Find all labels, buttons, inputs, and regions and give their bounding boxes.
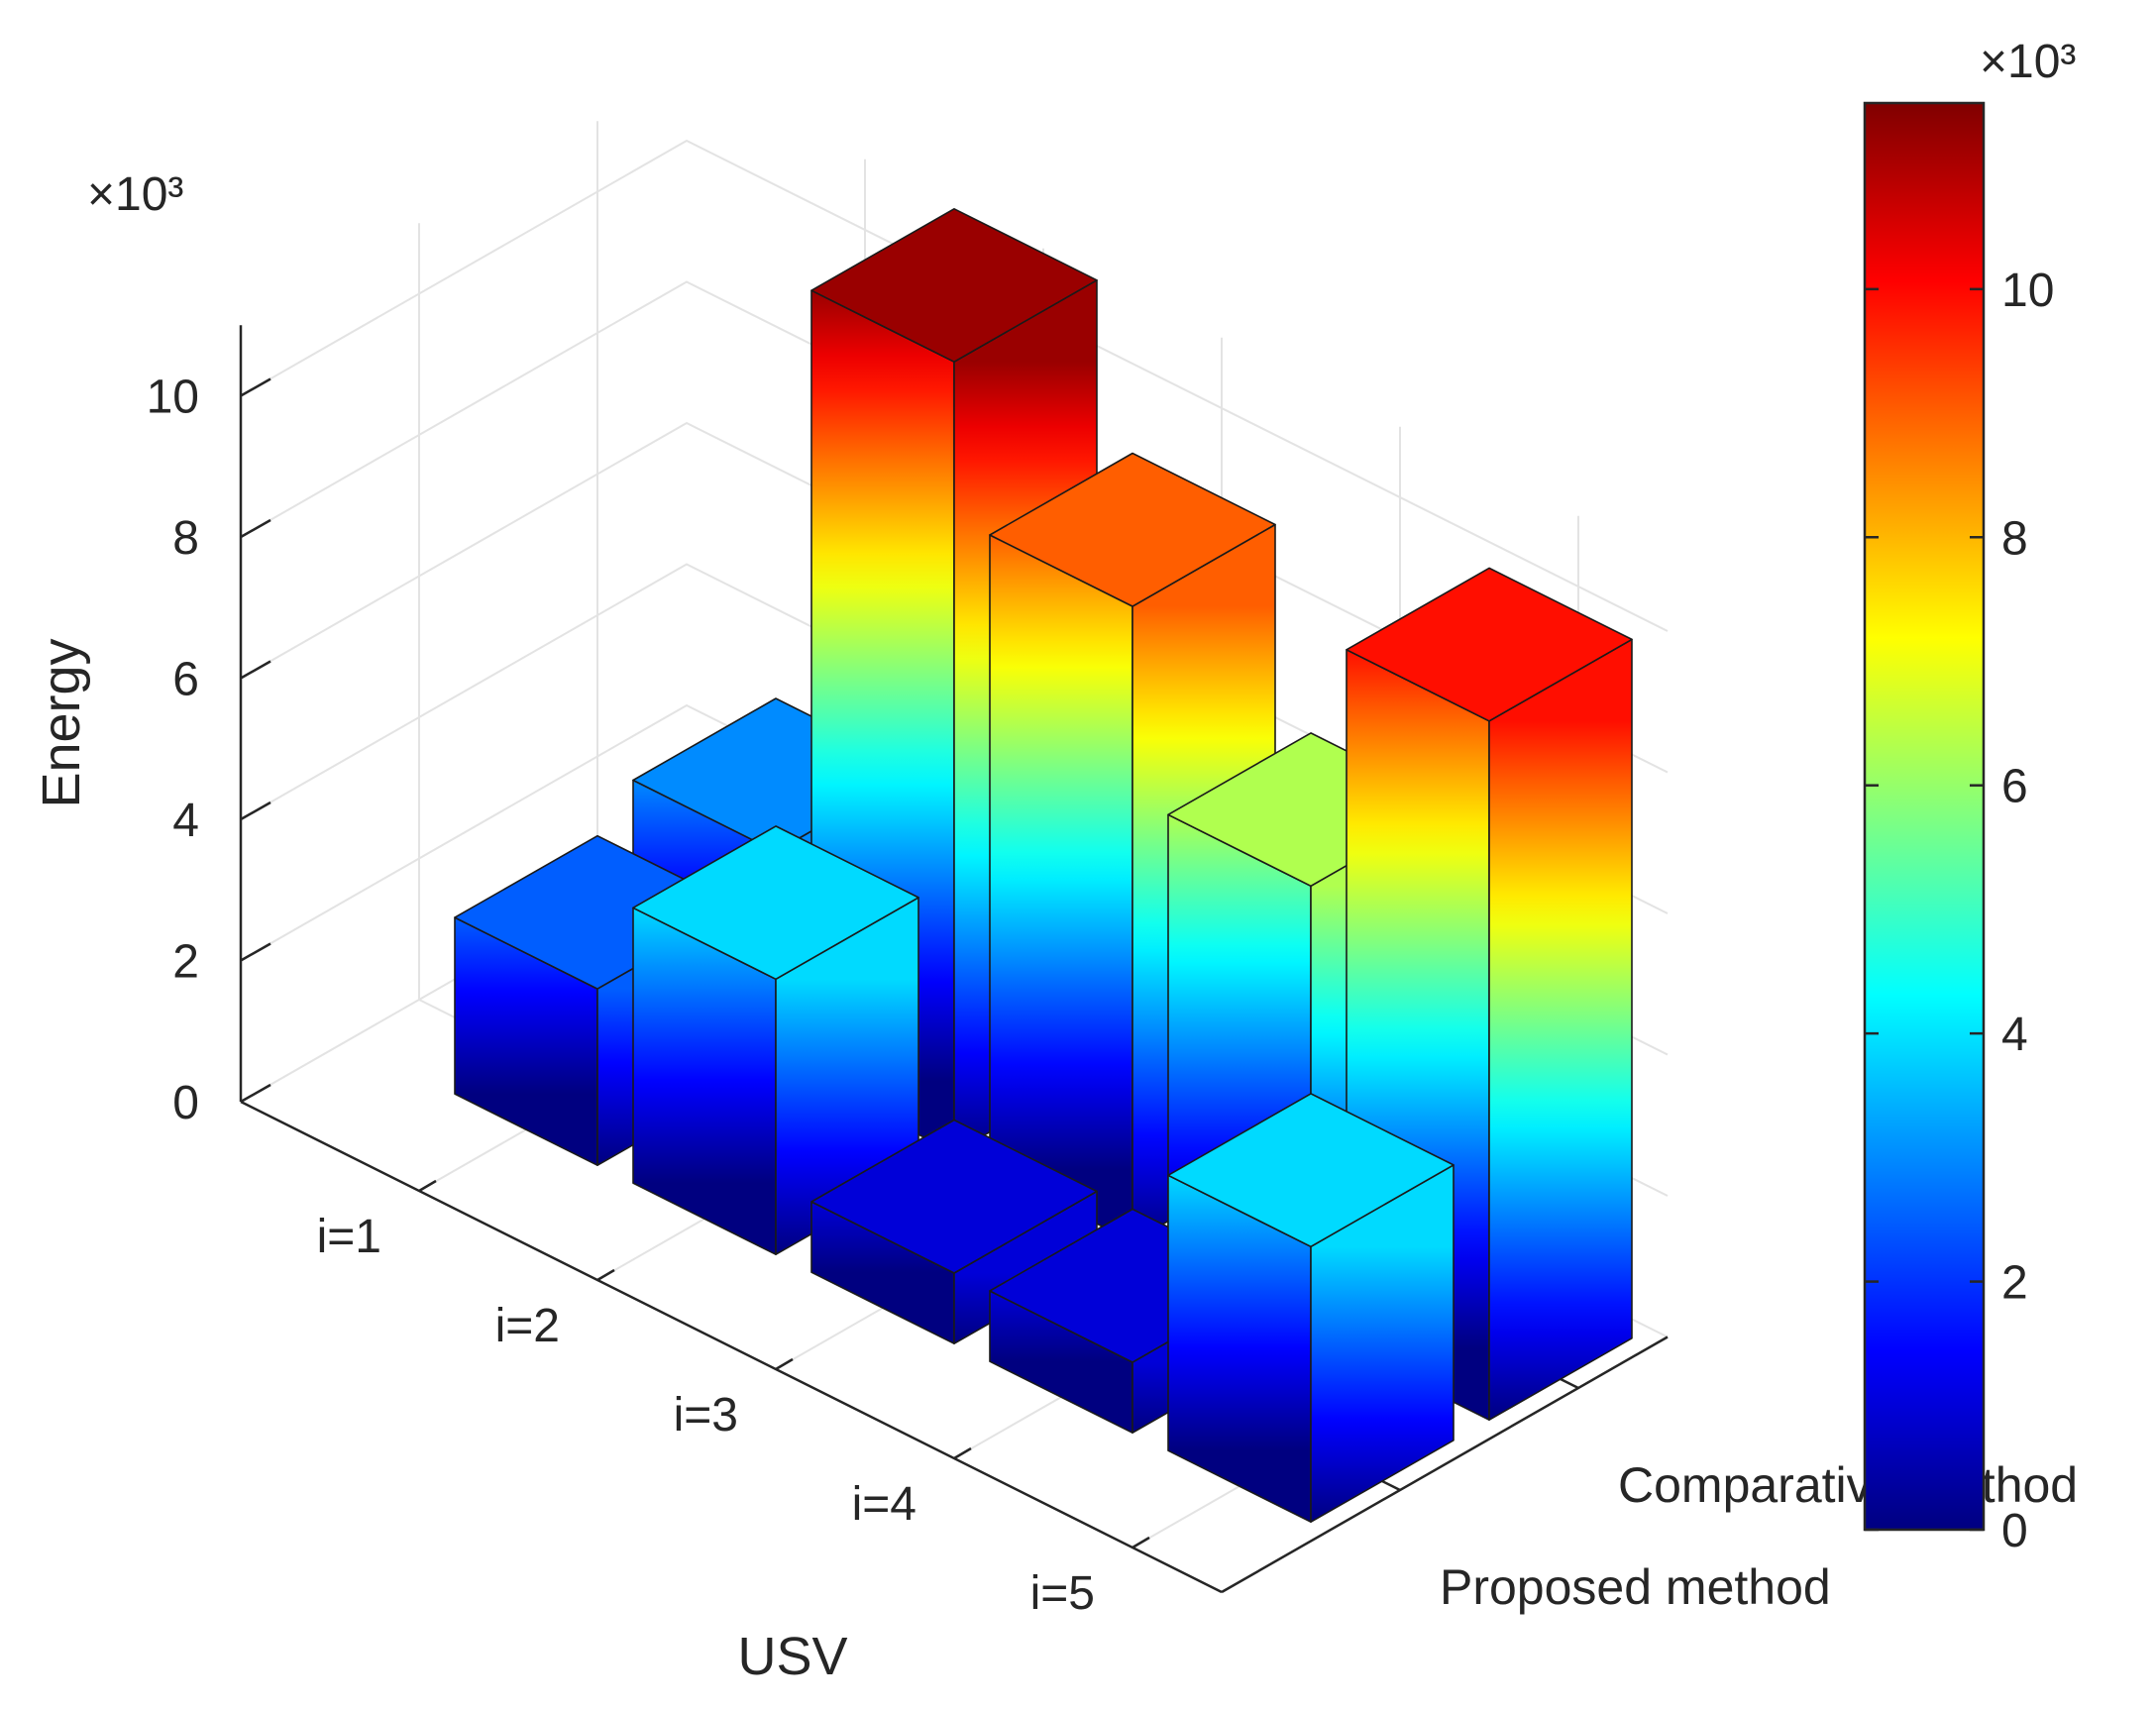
colorbar-tick-label: 8 (2001, 512, 2028, 565)
colorbar-tick-label: 4 (2001, 1009, 2028, 1061)
y-tick-label: Comparative method (1618, 1457, 2078, 1513)
z-tick-label: 6 (172, 654, 199, 706)
axes: 0 2 4 6 8 10 i=1 i=2 i=3 i=4 i=5 Proposed method Com… (147, 325, 2078, 1620)
z-axis-label: Energy (32, 638, 91, 807)
colorbar: ×10³ 0 2 4 6 8 10 (1863, 36, 2076, 1557)
x-tick-label: i=5 (1030, 1567, 1095, 1620)
colorbar-exponent-label: ×10³ (1980, 36, 2076, 88)
grid-line-z (240, 139, 1669, 632)
x-tick-label: i=2 (495, 1300, 560, 1352)
z-tick (240, 1083, 271, 1104)
x-tick-label: i=1 (317, 1211, 381, 1263)
z-tick (240, 942, 271, 962)
x-tick (953, 1446, 972, 1460)
z-tick-label: 0 (172, 1077, 199, 1129)
x-axis-line (240, 1100, 1223, 1594)
bar-top-face (1167, 1093, 1455, 1248)
bar-front-face (989, 534, 1133, 1242)
z-tick-label: 8 (172, 512, 199, 565)
z-tick (240, 377, 271, 397)
z-tick (240, 801, 271, 821)
colorbar-tick-label: 10 (2001, 265, 2054, 317)
y-tick (1558, 1376, 1579, 1390)
bar-top-face (810, 208, 1098, 364)
bar-top-face (632, 825, 919, 981)
colorbar-gradient (1863, 101, 1986, 1532)
y-axis-line (1221, 1335, 1669, 1594)
colorbar-tick-label: 2 (2001, 1257, 2028, 1310)
grid-line-z (240, 280, 1669, 774)
x-axis-label: USV (737, 1627, 847, 1686)
bar-top-face (1346, 567, 1633, 722)
x-tick (775, 1357, 794, 1371)
z-tick-label: 4 (172, 795, 199, 847)
z-tick-label: 10 (147, 372, 199, 424)
bars (454, 208, 1633, 1523)
bar (1167, 1093, 1455, 1523)
z-exponent-label: ×10³ (87, 168, 183, 221)
y-tick (1379, 1478, 1401, 1492)
colorbar-tick-label: 0 (2001, 1505, 2028, 1557)
x-tick-label: i=3 (674, 1389, 738, 1442)
bar-top-face (989, 452, 1276, 607)
z-tick (240, 518, 271, 539)
bar-top-face (810, 1119, 1098, 1274)
x-tick (418, 1179, 437, 1193)
x-tick-label: i=4 (852, 1478, 916, 1531)
labels: Energy ×10³ USV (32, 168, 848, 1686)
x-tick (596, 1268, 615, 1282)
z-tick-label: 2 (172, 936, 199, 989)
y-tick-label: Proposed method (1440, 1559, 1831, 1615)
bar-side-face (1488, 638, 1633, 1421)
x-tick (1132, 1536, 1150, 1549)
colorbar-tick-label: 6 (2001, 761, 2028, 813)
z-tick (240, 660, 271, 680)
